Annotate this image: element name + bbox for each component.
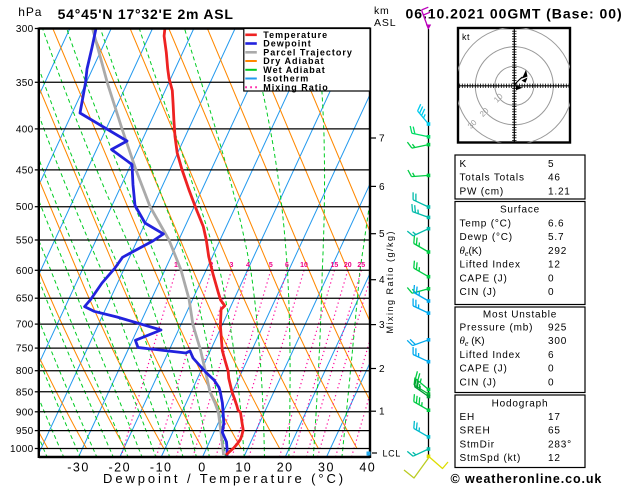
svg-text:-30: -30: [67, 461, 90, 475]
svg-text:0: 0: [198, 461, 206, 475]
svg-text:CIN (J): CIN (J): [460, 287, 497, 298]
svg-text:Dewp (°C): Dewp (°C): [460, 232, 513, 243]
svg-text:46: 46: [548, 173, 561, 184]
svg-text:Lifted Index: Lifted Index: [460, 260, 521, 271]
svg-text:950: 950: [16, 426, 34, 437]
svg-text:12: 12: [548, 260, 561, 271]
svg-text:650: 650: [16, 294, 34, 305]
svg-text:Mixing Ratio: Mixing Ratio: [263, 82, 329, 92]
svg-text:Dry Adiabat: Dry Adiabat: [263, 56, 324, 66]
svg-text:06.10.2021 00GMT (Base: 00): 06.10.2021 00GMT (Base: 00): [406, 6, 623, 22]
svg-text:θe(K): θe(K): [460, 245, 482, 258]
svg-text:CAPE (J): CAPE (J): [460, 273, 508, 284]
svg-text:850: 850: [16, 387, 34, 398]
svg-text:CAPE (J): CAPE (J): [460, 364, 508, 375]
svg-text:40: 40: [359, 461, 376, 475]
svg-text:3: 3: [229, 262, 233, 269]
svg-text:6: 6: [285, 262, 289, 269]
svg-text:Parcel Trajectory: Parcel Trajectory: [263, 47, 353, 57]
svg-text:Surface: Surface: [500, 205, 540, 216]
svg-text:0: 0: [548, 273, 554, 284]
svg-text:Mixing Ratio (g/kg): Mixing Ratio (g/kg): [385, 230, 395, 334]
svg-text:2: 2: [379, 364, 385, 375]
svg-text:Dewpoint: Dewpoint: [263, 39, 312, 49]
svg-text:4: 4: [246, 262, 250, 269]
svg-text:750: 750: [16, 344, 34, 355]
svg-text:20: 20: [344, 262, 352, 269]
svg-text:3: 3: [379, 320, 385, 331]
svg-text:-20: -20: [109, 461, 132, 475]
svg-text:900: 900: [16, 407, 34, 418]
svg-text:0: 0: [548, 377, 554, 388]
svg-text:15: 15: [331, 262, 339, 269]
svg-text:6.6: 6.6: [548, 219, 564, 230]
svg-text:km: km: [374, 5, 390, 17]
svg-text:65: 65: [548, 426, 561, 437]
svg-text:kt: kt: [462, 32, 470, 42]
svg-text:4: 4: [379, 275, 385, 286]
svg-text:StmSpd (kt): StmSpd (kt): [460, 453, 522, 464]
svg-text:0: 0: [548, 364, 554, 375]
svg-text:LCL: LCL: [383, 449, 401, 459]
svg-text:StmDir: StmDir: [460, 439, 495, 450]
svg-text:10: 10: [300, 262, 308, 269]
svg-text:500: 500: [16, 202, 34, 213]
svg-text:25: 25: [357, 262, 365, 269]
svg-text:7: 7: [379, 134, 385, 145]
svg-text:1000: 1000: [10, 444, 34, 455]
svg-text:0: 0: [548, 287, 554, 298]
svg-text:700: 700: [16, 320, 34, 331]
svg-text:6: 6: [379, 182, 385, 193]
svg-text:1: 1: [379, 407, 385, 418]
svg-text:5: 5: [269, 262, 273, 269]
svg-text:ASL: ASL: [374, 17, 397, 29]
svg-text:30: 30: [318, 461, 335, 475]
svg-text:450: 450: [16, 165, 34, 176]
svg-text:600: 600: [16, 266, 34, 277]
svg-text:292: 292: [548, 246, 567, 257]
svg-text:hPa: hPa: [18, 5, 42, 19]
svg-text:10: 10: [235, 461, 252, 475]
svg-text:Pressure (mb): Pressure (mb): [460, 323, 534, 334]
svg-text:5: 5: [379, 229, 385, 240]
svg-text:K: K: [460, 159, 467, 170]
svg-text:17: 17: [548, 412, 561, 423]
svg-text:Temp (°C): Temp (°C): [460, 219, 512, 230]
svg-text:-10: -10: [150, 461, 173, 475]
svg-text:20: 20: [277, 461, 294, 475]
svg-text:1.21: 1.21: [548, 186, 571, 197]
svg-text:θe (K): θe (K): [460, 335, 485, 348]
svg-text:283°: 283°: [548, 439, 572, 450]
svg-text:Temperature: Temperature: [263, 30, 328, 40]
svg-text:PW (cm): PW (cm): [460, 186, 504, 197]
svg-text:5: 5: [548, 159, 554, 170]
svg-text:6: 6: [548, 350, 554, 361]
svg-text:Most Unstable: Most Unstable: [483, 310, 557, 321]
svg-text:Dewpoint / Temperature (°C): Dewpoint / Temperature (°C): [103, 471, 346, 486]
svg-text:CIN (J): CIN (J): [460, 377, 497, 388]
svg-text:12: 12: [548, 453, 561, 464]
svg-text:550: 550: [16, 236, 34, 247]
svg-text:54°45'N 17°32'E 2m ASL: 54°45'N 17°32'E 2m ASL: [58, 6, 234, 22]
svg-text:925: 925: [548, 323, 567, 334]
svg-text:Hodograph: Hodograph: [492, 399, 549, 410]
svg-text:© weatheronline.co.uk: © weatheronline.co.uk: [451, 472, 603, 486]
svg-text:Totals Totals: Totals Totals: [460, 173, 525, 184]
svg-text:SREH: SREH: [460, 426, 491, 437]
svg-text:300: 300: [548, 336, 567, 347]
svg-text:800: 800: [16, 366, 34, 377]
svg-text:300: 300: [16, 24, 34, 35]
svg-text:Wet Adiabat: Wet Adiabat: [263, 65, 326, 75]
svg-text:Isotherm: Isotherm: [263, 74, 309, 84]
svg-text:350: 350: [16, 78, 34, 89]
svg-text:Lifted Index: Lifted Index: [460, 350, 521, 361]
svg-text:EH: EH: [460, 412, 476, 423]
svg-text:5.7: 5.7: [548, 232, 564, 243]
svg-text:400: 400: [16, 124, 34, 135]
svg-text:1: 1: [174, 262, 178, 269]
